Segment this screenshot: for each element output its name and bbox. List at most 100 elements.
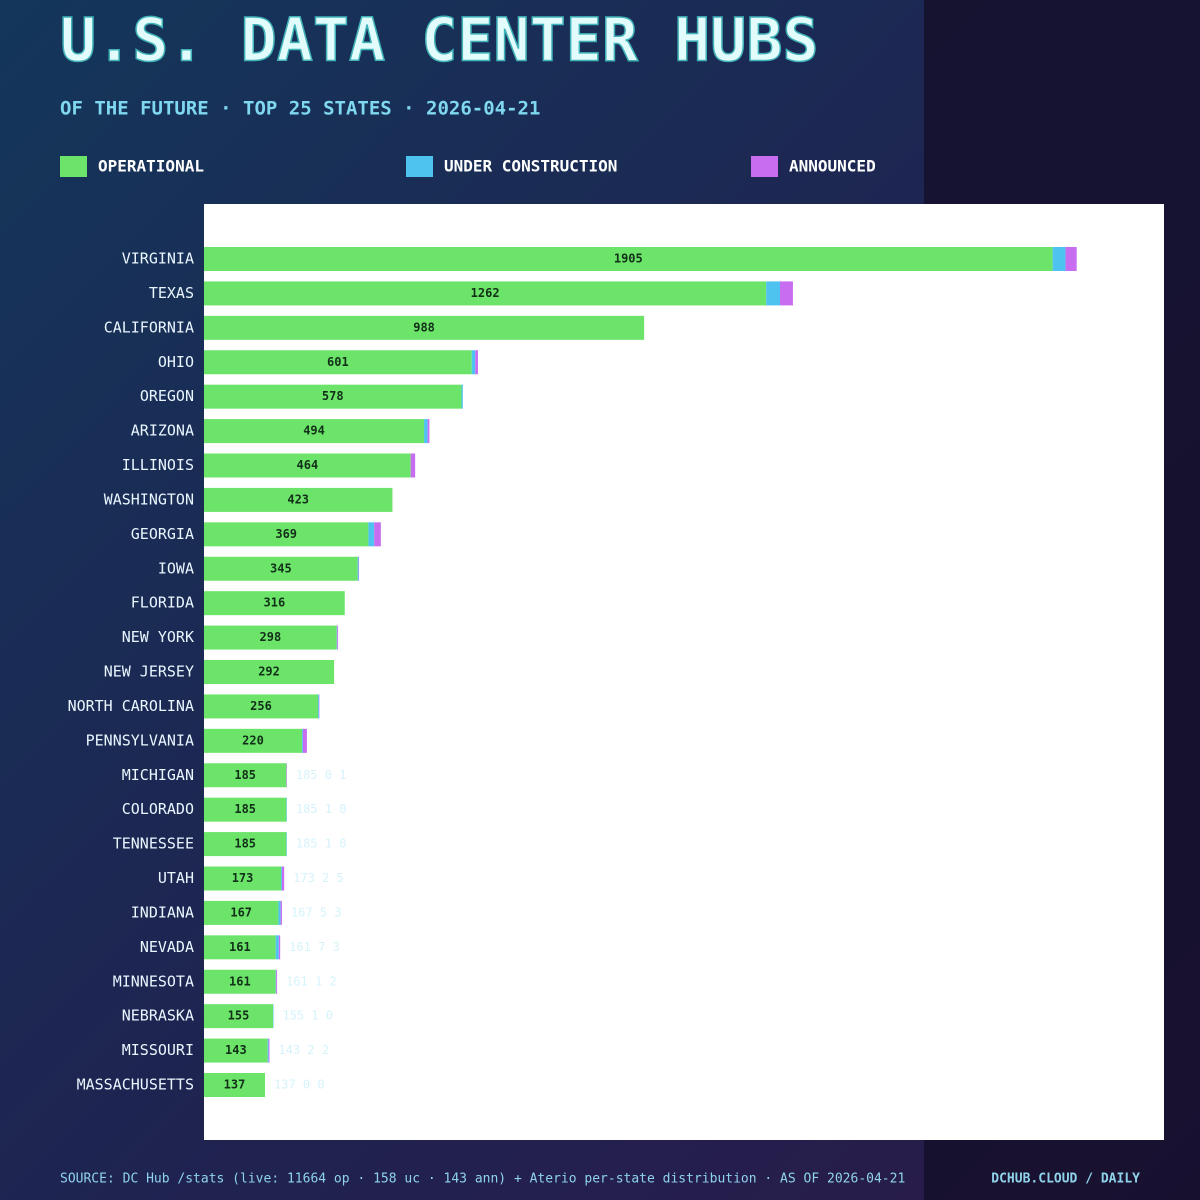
detail-label: 185 0 1 (296, 768, 347, 782)
category-label: TEXAS (149, 284, 194, 302)
value-label: 1262 (471, 286, 500, 300)
bar-segment (204, 660, 335, 684)
category-label: ARIZONA (131, 422, 194, 440)
value-label: 155 (228, 1009, 250, 1023)
chart-subtitle: OF THE FUTURE · TOP 25 STATES · 2026-04-… (60, 98, 540, 120)
category-label: OHIO (158, 353, 194, 371)
legend-swatch (406, 156, 433, 177)
bar-segment (1052, 247, 1066, 271)
bar-segment (204, 797, 287, 822)
category-label: VIRGINIA (122, 250, 194, 268)
value-label: 143 (225, 1043, 247, 1057)
legend-swatch (751, 156, 778, 177)
value-label: 369 (275, 527, 297, 541)
bar-segment (424, 419, 428, 444)
value-label: 256 (250, 699, 272, 713)
bar-segment (780, 281, 793, 306)
bar-segment (337, 625, 339, 650)
legend-label: ANNOUNCED (789, 157, 876, 176)
category-label: FLORIDA (131, 594, 194, 612)
category-label: WASHINGTON (104, 490, 194, 508)
detail-label: 161 7 3 (289, 940, 340, 954)
bar-segment (357, 556, 359, 581)
bar-segment (204, 247, 1053, 271)
detail-label: 161 1 2 (286, 974, 337, 988)
bar-segment (204, 453, 411, 478)
bar-segment (204, 625, 337, 650)
bar-segment (204, 969, 276, 994)
bar-segment (204, 556, 358, 581)
bar-segment (280, 900, 282, 925)
value-label: 316 (264, 596, 286, 610)
bar-segment (1065, 247, 1077, 271)
category-label: NEW JERSEY (104, 663, 194, 681)
bar-segment (427, 419, 430, 444)
value-label: 161 (229, 940, 251, 954)
bar-segment (302, 728, 307, 753)
value-label: 173 (232, 871, 254, 885)
value-label: 988 (413, 320, 435, 334)
bar-segment (204, 591, 345, 616)
bar-segment (204, 832, 287, 857)
brand: DCHUB.CLOUD / DAILY (991, 1172, 1140, 1187)
value-label: 345 (270, 561, 292, 575)
bar-segment (204, 728, 303, 753)
legend-label: UNDER CONSTRUCTION (444, 157, 617, 176)
category-label: UTAH (158, 869, 194, 887)
bar-segment (278, 900, 281, 925)
bar-segment (204, 866, 282, 891)
bar-segment (302, 728, 303, 753)
bar-segment (766, 281, 780, 306)
category-label: NEW YORK (122, 628, 194, 646)
value-label: 423 (287, 492, 309, 506)
category-label: MISSOURI (122, 1041, 194, 1059)
bar-segment (204, 281, 767, 306)
value-label: 1905 (614, 252, 643, 266)
value-label: 578 (322, 389, 344, 403)
bar-segment (204, 487, 393, 512)
bar-segment (368, 522, 375, 547)
detail-label: 173 2 5 (293, 871, 344, 885)
bar-segment (374, 522, 381, 547)
bar-segment (204, 1073, 266, 1097)
bar-segment (204, 384, 462, 409)
bar-segment (204, 315, 645, 340)
bar-segment (281, 866, 282, 891)
bar-segment (267, 1038, 269, 1063)
value-label: 464 (297, 458, 319, 472)
bar-segment (204, 935, 276, 960)
category-label: TENNESSEE (113, 835, 194, 853)
category-label: NORTH CAROLINA (68, 697, 194, 715)
bar-segment (461, 384, 463, 409)
value-label: 161 (229, 974, 251, 988)
category-label: IOWA (158, 559, 194, 577)
bar-segment (204, 694, 319, 719)
bar-segment (275, 935, 279, 960)
category-label: INDIANA (131, 903, 194, 921)
detail-label: 185 1 0 (296, 837, 347, 851)
bar-segment (268, 1038, 270, 1063)
detail-label: 167 5 3 (291, 905, 342, 919)
bar-segment (278, 935, 281, 960)
value-label: 185 (234, 768, 256, 782)
category-label: NEBRASKA (122, 1007, 194, 1025)
category-label: MINNESOTA (113, 972, 194, 990)
bar-segment (475, 350, 478, 375)
bar-segment (204, 522, 369, 547)
value-label: 601 (327, 355, 349, 369)
value-label: 137 (224, 1078, 246, 1092)
legend-label: OPERATIONAL (98, 157, 204, 176)
category-label: MICHIGAN (122, 766, 194, 784)
bar-segment (276, 969, 278, 994)
value-label: 298 (260, 630, 282, 644)
category-label: MASSACHUSETTS (77, 1076, 194, 1094)
category-label: OREGON (140, 387, 194, 405)
detail-label: 143 2 2 (278, 1043, 329, 1057)
value-label: 167 (230, 905, 252, 919)
detail-label: 155 1 0 (282, 1009, 333, 1023)
bar-segment (204, 350, 472, 375)
bar-segment (204, 1038, 268, 1063)
detail-label: 137 0 0 (274, 1078, 325, 1092)
bar-segment (204, 900, 279, 925)
